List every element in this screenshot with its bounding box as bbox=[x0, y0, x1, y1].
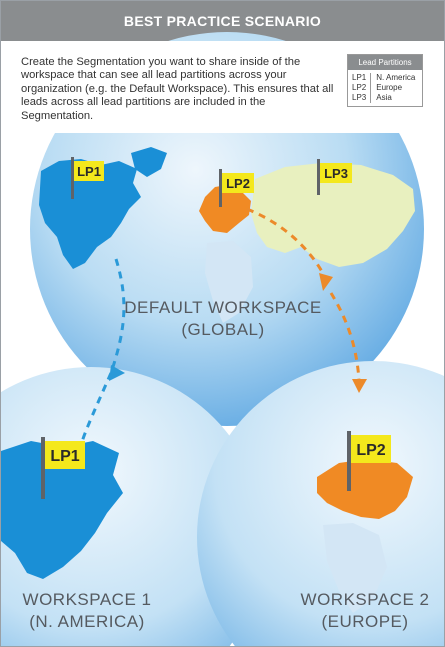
default-africa bbox=[205, 241, 253, 323]
default-asia bbox=[251, 163, 415, 267]
legend-name: N. America bbox=[376, 73, 416, 82]
legend-body: LP1 LP2 LP3 N. America Europe Asia bbox=[348, 70, 422, 106]
ws2-africa bbox=[323, 523, 387, 613]
default-globe-label-line2: (GLOBAL) bbox=[181, 320, 264, 339]
workspace-1-globe bbox=[1, 367, 265, 646]
ws2-flag-lp2-label: LP2 bbox=[356, 442, 385, 459]
legend-code: LP2 bbox=[352, 83, 367, 92]
lead-partitions-legend: Lead Partitions LP1 LP2 LP3 N. America E… bbox=[347, 54, 423, 107]
default-europe bbox=[199, 185, 251, 233]
default-flag-lp3: LP3 bbox=[317, 159, 352, 195]
ws1-north-america bbox=[1, 441, 123, 579]
arrow-lp1-to-workspace-1 bbox=[79, 258, 126, 446]
intro-text: Create the Segmentation you want to shar… bbox=[21, 56, 334, 122]
legend-code: LP1 bbox=[352, 73, 367, 82]
ws2-flag-lp2: LP2 bbox=[347, 431, 391, 491]
ws1-globe-ocean bbox=[1, 367, 265, 646]
ws2-globe-label-line1: WORKSPACE 2 bbox=[301, 590, 430, 609]
legend-code: LP3 bbox=[352, 93, 367, 102]
ws1-flag-lp1-label: LP1 bbox=[50, 448, 79, 465]
default-flag-lp2-label: LP2 bbox=[226, 176, 250, 191]
default-flag-lp3-label: LP3 bbox=[324, 166, 348, 181]
default-globe-label-line1: DEFAULT WORKSPACE bbox=[124, 298, 321, 317]
default-north-america bbox=[39, 159, 141, 269]
legend-name: Europe bbox=[376, 83, 403, 92]
header-title: BEST PRACTICE SCENARIO bbox=[123, 13, 322, 29]
legend-names: N. America Europe Asia bbox=[371, 73, 415, 103]
arrow-head-orange-1 bbox=[319, 273, 333, 291]
default-flag-lp2: LP2 bbox=[219, 169, 254, 207]
workspace-2-globe bbox=[197, 361, 444, 646]
default-flag-lp1: LP1 bbox=[71, 157, 104, 199]
ws1-globe-label-line1: WORKSPACE 1 bbox=[23, 590, 152, 609]
default-flag-lp1-label: LP1 bbox=[77, 164, 101, 179]
default-greenland bbox=[131, 147, 167, 177]
legend-name: Asia bbox=[376, 93, 392, 102]
arrow-head-orange-2 bbox=[352, 379, 367, 393]
ws1-flag-lp1: LP1 bbox=[41, 437, 85, 499]
arrow-lp2-to-default-asia bbox=[246, 207, 333, 291]
ws2-globe-label-line2: (EUROPE) bbox=[321, 612, 408, 631]
arrow-lp2-to-workspace-2 bbox=[329, 292, 367, 393]
legend-title: Lead Partitions bbox=[348, 55, 422, 70]
ws2-europe bbox=[317, 459, 413, 519]
legend-codes: LP1 LP2 LP3 bbox=[352, 73, 372, 103]
ws1-globe-label-line2: (N. AMERICA) bbox=[29, 612, 145, 631]
arrow-head-blue bbox=[109, 365, 125, 381]
